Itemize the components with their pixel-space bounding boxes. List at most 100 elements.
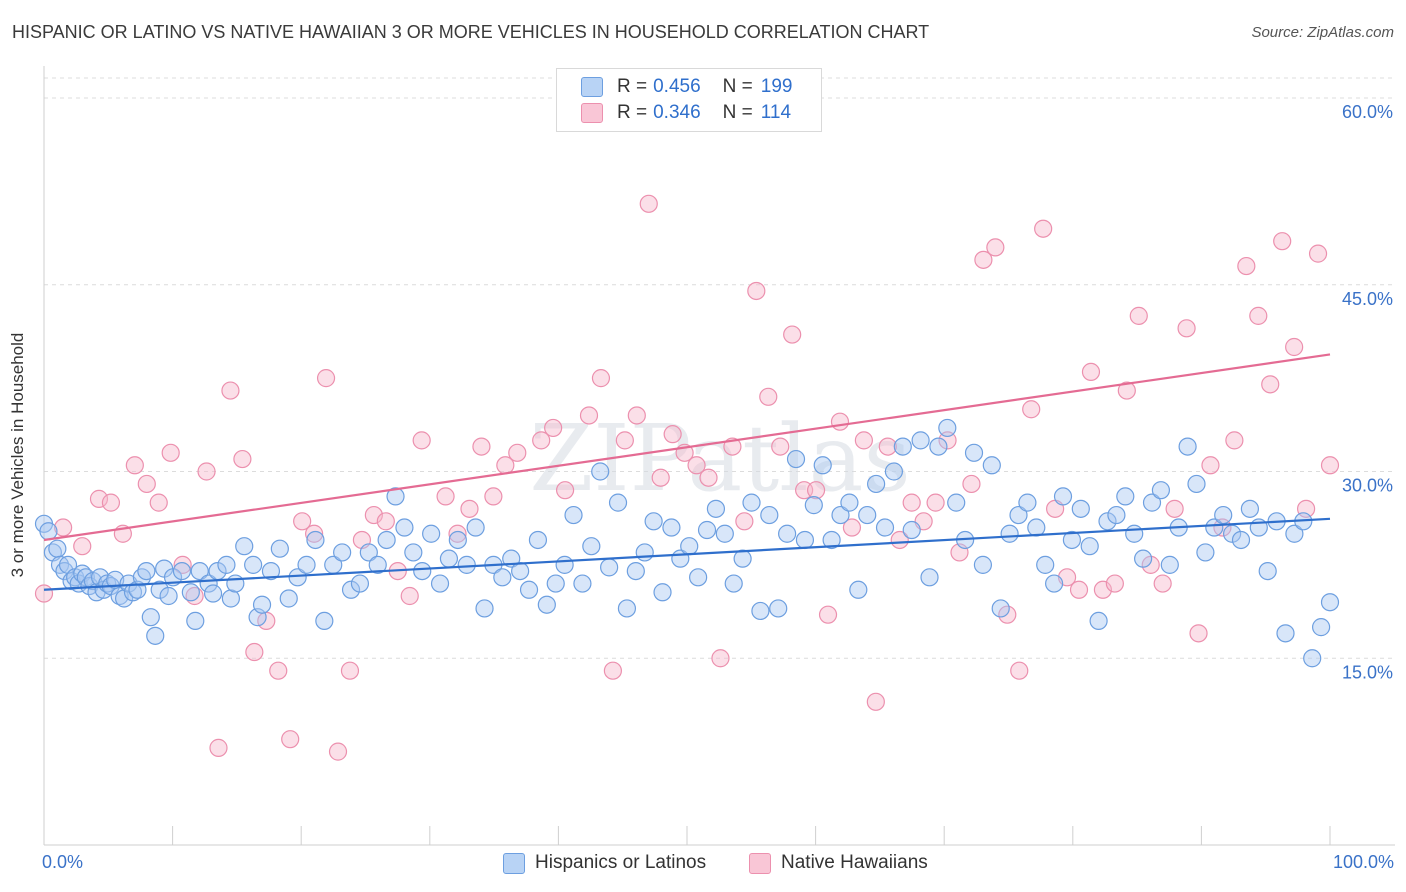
native-hawaiian-point xyxy=(460,499,479,518)
native-hawaiian-point xyxy=(436,487,455,506)
hispanic-point xyxy=(181,583,200,602)
native-hawaiian-point xyxy=(197,462,216,481)
chart-title: HISPANIC OR LATINO VS NATIVE HAWAIIAN 3 … xyxy=(12,22,930,42)
native-hawaiian-point xyxy=(687,456,706,475)
native-hawaiian-point xyxy=(1285,337,1304,357)
native-hawaiian-point xyxy=(1081,362,1101,381)
hispanic-point xyxy=(297,555,316,574)
native-hawaiian-point xyxy=(627,406,646,425)
hispanic-point xyxy=(359,543,378,562)
hispanic-point xyxy=(235,537,254,556)
hispanic-point xyxy=(689,568,708,587)
native-hawaiian-point xyxy=(544,418,563,438)
hispanic-point xyxy=(831,505,850,525)
hispanic-point xyxy=(1258,561,1277,581)
hispanic-point xyxy=(964,443,984,462)
hispanic-point xyxy=(786,449,806,469)
legend-swatch-blue xyxy=(581,77,603,97)
native-hawaiian-point xyxy=(54,518,73,537)
hispanic-point xyxy=(368,555,387,574)
native-hawaiian-point xyxy=(603,661,622,680)
hispanic-point xyxy=(341,580,361,599)
y-tick-label: 60.0% xyxy=(1342,102,1393,122)
hispanic-point xyxy=(947,493,966,512)
hispanic-point xyxy=(662,518,681,537)
hispanic-point xyxy=(315,611,334,631)
native-hawaiian-point xyxy=(221,381,240,400)
hispanic-point xyxy=(1080,537,1099,556)
hispanic-point xyxy=(466,518,485,537)
native-hawaiian-point xyxy=(1273,232,1292,251)
native-hawaiian-point xyxy=(663,425,682,444)
native-hawaiian-point xyxy=(866,692,885,711)
native-hawaiian-point xyxy=(830,412,850,431)
hispanic-point xyxy=(1000,524,1019,543)
hispanic-point xyxy=(635,543,654,562)
native-hawaiian-point xyxy=(281,730,300,749)
hispanic-point xyxy=(1125,524,1144,543)
hispanic-point xyxy=(1205,518,1224,537)
hispanic-point xyxy=(475,599,494,618)
hispanic-point xyxy=(203,584,223,603)
hispanic-point xyxy=(733,549,752,568)
native-hawaiian-point xyxy=(1225,431,1244,450)
native-hawaiian-point xyxy=(161,443,180,462)
hispanic-point xyxy=(39,522,58,541)
legend-r-value: 0.346 xyxy=(653,102,701,123)
native-hawaiian-point xyxy=(1308,244,1328,263)
native-hawaiian-point xyxy=(1201,456,1220,475)
hispanic-point xyxy=(141,608,160,627)
legend-box: R = 0.456 N = 199 R = 0.346 N = 114 xyxy=(556,68,822,132)
native-hawaiian-point xyxy=(233,449,252,469)
native-hawaiian-point xyxy=(1129,306,1148,325)
hispanic-point xyxy=(1107,505,1126,525)
hispanic-point xyxy=(150,580,169,599)
native-hawaiian-point xyxy=(328,742,348,761)
hispanic-point xyxy=(279,589,298,608)
native-hawaiian-point xyxy=(305,524,324,543)
hispanic-point xyxy=(626,561,645,581)
native-hawaiian-point xyxy=(806,481,826,500)
native-hawaiian-point xyxy=(245,642,264,662)
hispanic-point xyxy=(1285,524,1304,543)
hispanic-point xyxy=(706,499,726,518)
native-hawaiian-point xyxy=(73,537,92,556)
hispanic-point xyxy=(404,543,423,562)
hispanic-point xyxy=(564,505,583,525)
hispanic-point xyxy=(724,574,743,593)
hispanic-point xyxy=(778,524,797,543)
hispanic-point xyxy=(840,493,859,512)
hispanic-point xyxy=(1053,487,1073,506)
hispanic-point xyxy=(582,537,601,556)
bottom-legend-label: Native Hawaiians xyxy=(781,852,928,873)
hispanic-point xyxy=(137,561,156,581)
native-hawaiian-point xyxy=(759,387,778,406)
native-hawaiian-point xyxy=(902,493,921,512)
native-hawaiian-point xyxy=(316,369,336,388)
hispanic-point xyxy=(973,555,993,574)
hispanic-point xyxy=(1071,499,1090,518)
native-hawaiian-point xyxy=(771,437,790,456)
hispanic-point xyxy=(849,580,868,599)
hispanic-point xyxy=(1134,549,1153,568)
bottom-legend-swatch-blue xyxy=(503,852,525,874)
hispanic-point xyxy=(875,518,895,537)
hispanic-point xyxy=(555,555,574,574)
hispanic-point xyxy=(221,589,240,608)
hispanic-point xyxy=(186,611,205,631)
bottom-legend-hispanic: Hispanics or Latinos xyxy=(503,852,706,874)
native-hawaiian-point xyxy=(400,586,419,606)
legend-r-label: R = xyxy=(617,102,648,123)
hispanic-point xyxy=(1062,530,1082,550)
native-hawaiian-point xyxy=(1320,456,1340,475)
hispanic-point xyxy=(1320,593,1340,612)
hispanic-point xyxy=(270,539,289,558)
native-hawaiian-point xyxy=(974,250,993,269)
hispanic-point xyxy=(48,539,67,558)
hispanic-point xyxy=(422,524,441,543)
hispanic-point xyxy=(244,555,263,574)
hispanic-point xyxy=(751,601,770,621)
hispanic-point xyxy=(600,558,619,577)
native-hawaiian-point xyxy=(639,194,658,213)
native-hawaiian-point xyxy=(938,431,957,450)
